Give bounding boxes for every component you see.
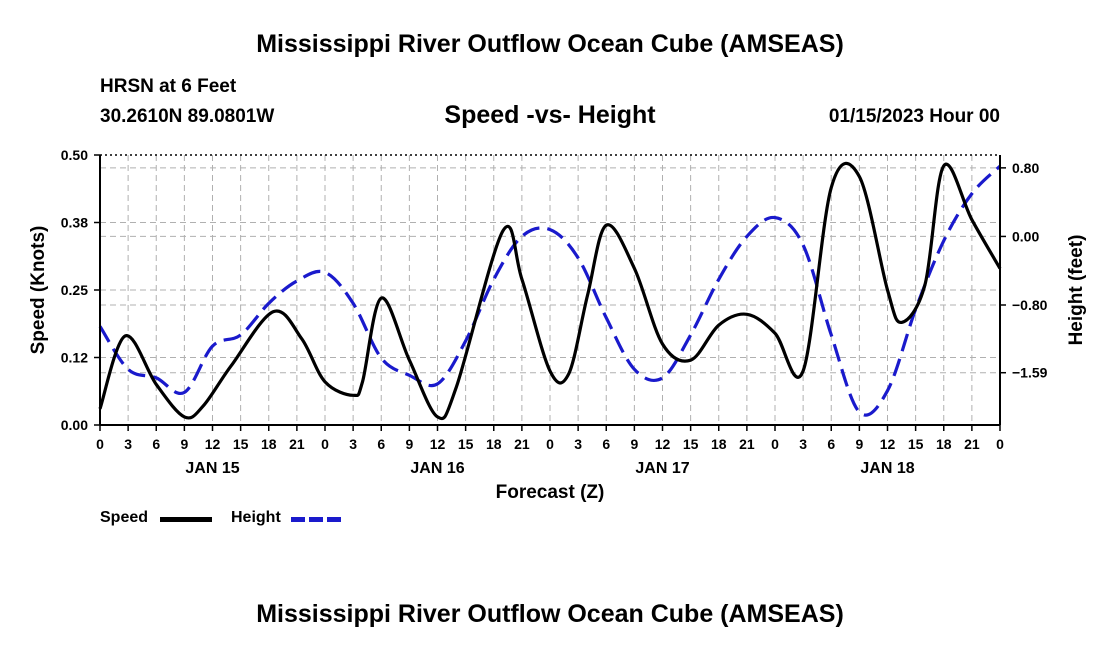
x-tick-label: 0 <box>96 436 104 452</box>
x-tick-label: 6 <box>827 436 835 452</box>
y-right-tick-label: 0.80 <box>1012 160 1039 176</box>
x-tick-label: 15 <box>458 436 474 452</box>
x-tick-label: 6 <box>152 436 160 452</box>
y-right-tick-label: −0.80 <box>1012 297 1048 313</box>
day-label: JAN 15 <box>185 460 239 477</box>
x-tick-label: 9 <box>180 436 188 452</box>
chart-title: Speed -vs- Height <box>444 101 656 129</box>
station-label: HRSN at 6 Feet <box>100 76 237 97</box>
x-tick-label: 0 <box>546 436 554 452</box>
y-tick-label: 0.00 <box>61 417 88 433</box>
x-tick-label: 0 <box>996 436 1004 452</box>
x-tick-label: 12 <box>880 436 896 452</box>
legend-speed-label: Speed <box>100 509 149 526</box>
speed-height-chart: 0 3 6 9 12 15 18 21 0 3 6 9 12 15 18 21 0 3 6 9 12 15 18 21 0 3 6 9… <box>28 147 1087 477</box>
speed-series-line <box>98 161 1002 421</box>
x-tick-label: 21 <box>739 436 755 452</box>
x-tick-label: 15 <box>908 436 924 452</box>
x-tick-label: 21 <box>964 436 980 452</box>
date-label: 01/15/2023 Hour 00 <box>828 106 1000 127</box>
x-tick-label: 9 <box>405 436 413 452</box>
x-tick-label: 18 <box>711 436 727 452</box>
y-right-axis-label: Height (feet) <box>1066 235 1087 346</box>
x-tick-label: 0 <box>321 436 329 452</box>
legend-height-swatch <box>291 517 343 522</box>
x-tick-label: 12 <box>430 436 446 452</box>
day-label: JAN 16 <box>410 460 464 477</box>
x-tick-label: 18 <box>936 436 952 452</box>
x-tick-label: 3 <box>574 436 582 452</box>
bottom-title: Mississippi River Outflow Ocean Cube (AM… <box>256 600 844 628</box>
x-tick-label: 21 <box>289 436 305 452</box>
x-tick-label: 3 <box>799 436 807 452</box>
y-tick-label: 0.38 <box>61 215 88 231</box>
x-tick-label: 3 <box>124 436 132 452</box>
x-tick-label: 9 <box>630 436 638 452</box>
legend-height-label: Height <box>231 509 281 526</box>
y-tick-label: 0.25 <box>61 282 88 298</box>
day-label: JAN 18 <box>860 460 914 477</box>
x-tick-label: 12 <box>655 436 671 452</box>
x-tick-label: 6 <box>602 436 610 452</box>
y-tick-label: 0.50 <box>61 147 88 163</box>
x-tick-label: 0 <box>771 436 779 452</box>
x-tick-label: 15 <box>233 436 249 452</box>
x-tick-label: 18 <box>486 436 502 452</box>
x-tick-label: 3 <box>349 436 357 452</box>
x-tick-label: 18 <box>261 436 277 452</box>
y-right-tick-label: −1.59 <box>1012 365 1048 381</box>
x-tick-label: 12 <box>205 436 221 452</box>
x-tick-label: 15 <box>683 436 699 452</box>
x-tick-label: 21 <box>514 436 530 452</box>
day-label: JAN 17 <box>635 460 689 477</box>
height-series-line <box>98 164 1002 417</box>
y-right-tick-label: 0.00 <box>1012 228 1039 244</box>
x-axis-label: Forecast (Z) <box>495 482 605 503</box>
y-axis-label: Speed (Knots) <box>28 226 49 355</box>
x-tick-label: 9 <box>855 436 863 452</box>
y-tick-label: 0.12 <box>61 350 88 366</box>
coordinates-label: 30.2610N 89.0801W <box>100 106 275 127</box>
x-tick-label: 6 <box>377 436 385 452</box>
legend-speed-swatch <box>160 517 212 522</box>
top-title: Mississippi River Outflow Ocean Cube (AM… <box>256 30 844 58</box>
